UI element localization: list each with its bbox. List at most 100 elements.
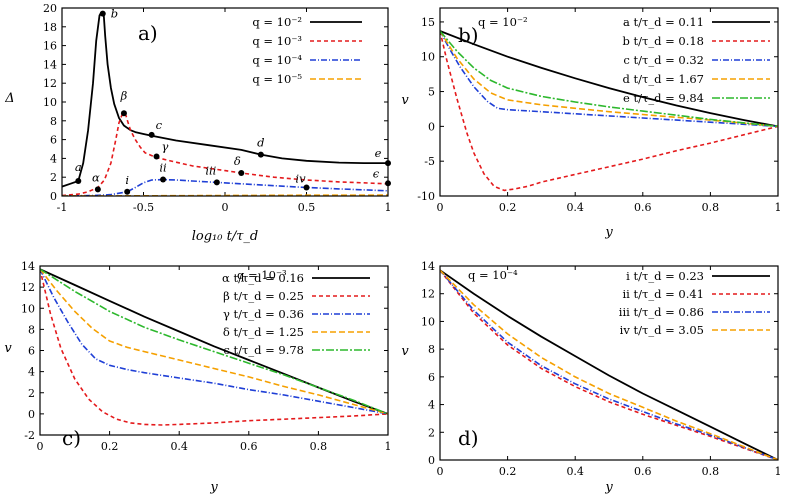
x-tick-label: 0: [437, 465, 444, 478]
legend-entry-label: q = 10⁻³: [252, 34, 302, 48]
series-line-5: [440, 30, 778, 128]
x-tick-label: 0.4: [170, 440, 188, 453]
x-tick-label: 1: [385, 201, 392, 214]
data-point-marker: [160, 176, 167, 183]
series-line-1: [440, 30, 778, 128]
x-tick-label: 0.8: [702, 201, 720, 214]
y-tick-label: 6: [28, 345, 35, 358]
data-point-label: ii: [159, 161, 167, 175]
x-axis-label: log₁₀ t/τ_d: [192, 229, 258, 244]
x-tick-label: 0.8: [310, 440, 328, 453]
y-tick-label: 0: [28, 408, 35, 421]
y-tick-label: 5: [428, 86, 435, 99]
y-tick-label: 10: [21, 302, 35, 315]
series-line-5: [40, 268, 388, 415]
series-line-3: [440, 269, 778, 460]
x-tick-label: -0.5: [133, 201, 154, 214]
y-tick-label: 4: [428, 399, 435, 412]
x-tick-label: 1: [385, 440, 392, 453]
y-axis-label: v: [4, 341, 12, 356]
data-point-marker: [75, 177, 82, 184]
x-tick-label: 0: [222, 201, 229, 214]
y-tick-label: 8: [428, 343, 435, 356]
x-tick-label: 1: [775, 465, 782, 478]
series-line-2: [440, 30, 778, 192]
y-tick-label: -5: [424, 155, 435, 168]
x-tick-label: 0.2: [101, 440, 119, 453]
x-tick-label: 0.2: [499, 465, 517, 478]
y-tick-label: 2: [28, 387, 35, 400]
panel-label: d): [458, 426, 479, 450]
data-point-marker: [120, 110, 127, 117]
y-tick-label: 0: [428, 454, 435, 467]
legend-entry-label: q = 10⁻²: [252, 15, 302, 29]
chart-title: q = 10⁻³: [237, 268, 287, 282]
legend-entry-label: q = 10⁻⁴: [252, 53, 302, 67]
y-tick-label: 12: [21, 281, 35, 294]
y-tick-label: -10: [417, 190, 435, 203]
x-tick-label: 0.6: [634, 465, 652, 478]
x-tick-label: 1: [775, 201, 782, 214]
x-tick-label: 0: [437, 201, 444, 214]
y-tick-label: 4: [50, 152, 57, 165]
plot-frame: [439, 265, 779, 461]
panel-b-chart: 0 0.2 0.4 0.6 0.8 1 -10 -5 0 5 10 15 a t/τ_d = 0.11 b…: [401, 7, 782, 240]
data-point-marker: [94, 186, 101, 193]
x-tick-label: 0.6: [634, 201, 652, 214]
legend-entry-label: d t/τ_d = 1.67: [622, 72, 704, 86]
data-point-label: i: [125, 173, 129, 187]
data-point-label: iv: [295, 172, 306, 186]
series-line-3: [40, 268, 388, 415]
data-point-label: γ: [162, 140, 169, 154]
data-point-label: b: [111, 7, 118, 21]
data-point-marker: [153, 153, 160, 160]
series-line-3: [62, 178, 388, 196]
series-line-2: [440, 269, 778, 460]
legend-entry-label: ii t/τ_d = 0.41: [622, 287, 704, 301]
chart-title: q = 10⁻⁴: [468, 268, 518, 282]
y-tick-label: 18: [43, 21, 57, 34]
x-tick-label: 0.4: [566, 465, 584, 478]
y-tick-label: 2: [428, 426, 435, 439]
x-axis-label: y: [604, 480, 613, 495]
x-axis-label: y: [209, 480, 218, 495]
plot-frame: [439, 7, 779, 197]
x-tick-label: 0.2: [499, 201, 517, 214]
series-line-1: [40, 268, 388, 415]
y-tick-label: 12: [421, 288, 435, 301]
legend-entry-label: e t/τ_d = 9.84: [623, 91, 704, 105]
x-tick-label: 0.6: [240, 440, 258, 453]
series-line-4: [40, 268, 388, 415]
data-point-label: α: [92, 170, 100, 184]
data-point-marker: [99, 10, 106, 17]
y-tick-label: 10: [421, 51, 435, 64]
plot-frame: [39, 265, 389, 436]
y-tick-label: 0: [428, 120, 435, 133]
data-point-label: iii: [205, 163, 216, 177]
data-point-label: δ: [234, 154, 241, 168]
series-line-3: [440, 30, 778, 128]
y-tick-label: 14: [421, 260, 435, 273]
legend-entry-label: i t/τ_d = 0.23: [626, 269, 704, 283]
y-tick-label: 15: [421, 16, 435, 29]
data-point-marker: [303, 184, 310, 191]
panel-label: c): [62, 426, 81, 450]
legend-entry-label: a t/τ_d = 0.11: [623, 15, 704, 29]
series-line-1: [62, 11, 388, 188]
y-tick-label: 10: [421, 315, 435, 328]
legend-entry-label: δ t/τ_d = 1.25: [223, 325, 304, 339]
y-tick-label: 4: [28, 366, 35, 379]
data-point-label: ϵ: [373, 166, 380, 180]
data-point-marker: [124, 188, 131, 195]
legend-entry-label: q = 10⁻⁵: [252, 72, 302, 86]
data-point-marker: [148, 131, 155, 138]
data-point-label: a: [75, 160, 82, 174]
series-line-2: [40, 269, 388, 426]
legend-entry-label: β t/τ_d = 0.25: [223, 289, 304, 303]
y-tick-label: 20: [43, 2, 57, 15]
y-tick-label: 12: [43, 77, 57, 90]
